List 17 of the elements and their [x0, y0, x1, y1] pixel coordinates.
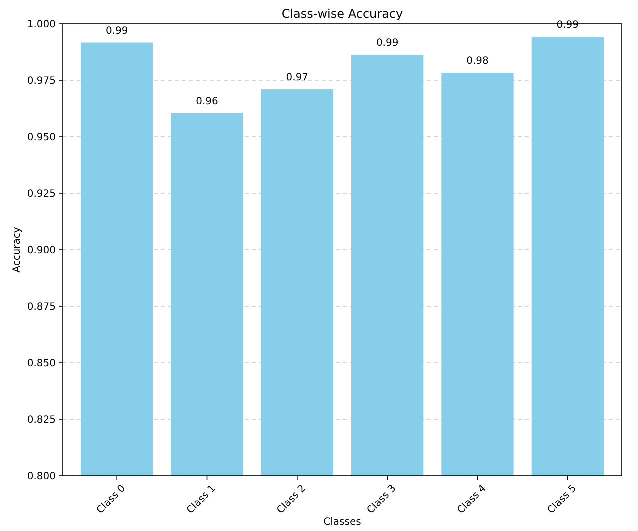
y-tick-label: 0.975 [27, 76, 56, 87]
y-tick-label: 0.875 [27, 302, 56, 313]
y-tick-label: 0.825 [27, 415, 56, 426]
y-tick-label: 0.925 [27, 189, 56, 200]
y-tick-label: 0.800 [27, 472, 56, 482]
y-tick-label: 0.900 [27, 246, 56, 256]
chart-title: Class-wise Accuracy [282, 7, 404, 21]
data-label: 0.99 [376, 38, 399, 50]
y-tick-label: 0.950 [27, 132, 56, 144]
data-label: 0.99 [106, 26, 128, 37]
x-axis-title: Classes [324, 517, 362, 528]
data-label: 0.98 [466, 56, 489, 68]
y-axis-title: Accuracy [12, 227, 23, 273]
data-label: 0.97 [286, 72, 309, 84]
y-tick-label: 1.000 [27, 20, 56, 30]
y-tick-label: 0.850 [27, 358, 56, 370]
data-label: 0.96 [196, 96, 218, 108]
